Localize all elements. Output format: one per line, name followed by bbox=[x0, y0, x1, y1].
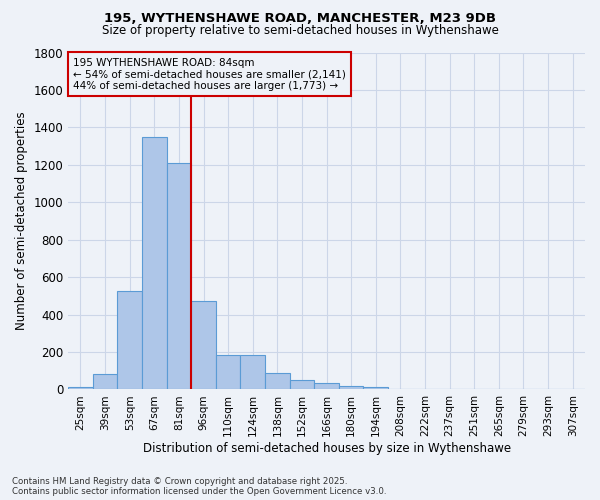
Bar bbox=[142, 136, 167, 390]
Text: 195 WYTHENSHAWE ROAD: 84sqm
← 54% of semi-detached houses are smaller (2,141)
44: 195 WYTHENSHAWE ROAD: 84sqm ← 54% of sem… bbox=[73, 58, 346, 91]
Bar bbox=[364, 386, 388, 390]
Bar bbox=[118, 291, 142, 390]
Bar bbox=[241, 355, 265, 390]
Bar bbox=[191, 302, 216, 390]
X-axis label: Distribution of semi-detached houses by size in Wythenshawe: Distribution of semi-detached houses by … bbox=[143, 442, 511, 455]
Y-axis label: Number of semi-detached properties: Number of semi-detached properties bbox=[15, 112, 28, 330]
Text: 195, WYTHENSHAWE ROAD, MANCHESTER, M23 9DB: 195, WYTHENSHAWE ROAD, MANCHESTER, M23 9… bbox=[104, 12, 496, 26]
Bar bbox=[216, 355, 241, 390]
Bar bbox=[93, 374, 118, 390]
Bar bbox=[314, 383, 339, 390]
Bar bbox=[265, 372, 290, 390]
Bar bbox=[290, 380, 314, 390]
Bar bbox=[388, 388, 413, 390]
Bar bbox=[68, 386, 93, 390]
Bar bbox=[167, 163, 191, 390]
Text: Contains HM Land Registry data © Crown copyright and database right 2025.
Contai: Contains HM Land Registry data © Crown c… bbox=[12, 476, 386, 496]
Bar bbox=[339, 386, 364, 390]
Text: Size of property relative to semi-detached houses in Wythenshawe: Size of property relative to semi-detach… bbox=[101, 24, 499, 37]
